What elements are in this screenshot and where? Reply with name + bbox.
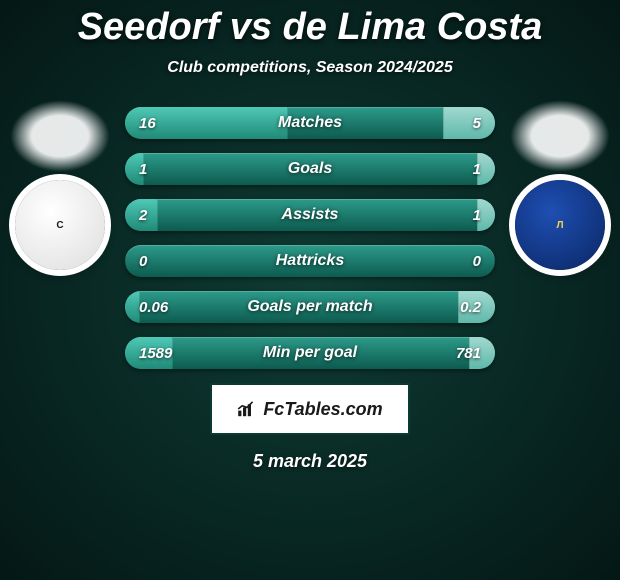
brand-chart-icon xyxy=(237,401,257,417)
stat-row: 1589Min per goal781 xyxy=(125,337,495,369)
brand-box: FcTables.com xyxy=(210,383,410,435)
brand-text: FcTables.com xyxy=(263,399,382,420)
stat-row: 0Hattricks0 xyxy=(125,245,495,277)
club-badge-left-initial: C xyxy=(56,220,63,231)
stat-label: Matches xyxy=(125,107,495,139)
stat-value-right: 781 xyxy=(456,337,481,369)
stat-row: 0.06Goals per match0.2 xyxy=(125,291,495,323)
stat-row: 2Assists1 xyxy=(125,199,495,231)
stat-value-right: 1 xyxy=(473,153,481,185)
stat-row: 16Matches5 xyxy=(125,107,495,139)
comparison-date: 5 march 2025 xyxy=(0,451,620,472)
stat-value-right: 1 xyxy=(473,199,481,231)
stat-label: Goals per match xyxy=(125,291,495,323)
stat-value-right: 0 xyxy=(473,245,481,277)
player-right-avatar-placeholder xyxy=(510,100,610,172)
page-title: Seedorf vs de Lima Costa xyxy=(0,0,620,49)
stats-list: 16Matches51Goals12Assists10Hattricks00.0… xyxy=(125,107,495,369)
stat-value-right: 5 xyxy=(473,107,481,139)
stat-label: Goals xyxy=(125,153,495,185)
subtitle: Club competitions, Season 2024/2025 xyxy=(0,59,620,77)
stat-value-right: 0.2 xyxy=(460,291,481,323)
stat-row: 1Goals1 xyxy=(125,153,495,185)
club-badge-right: Л xyxy=(515,180,605,270)
player-left-avatar-placeholder xyxy=(10,100,110,172)
club-badge-right-initial: Л xyxy=(556,220,563,231)
player-left-slot: C xyxy=(10,100,110,270)
club-badge-left: C xyxy=(15,180,105,270)
stat-label: Min per goal xyxy=(125,337,495,369)
stat-label: Assists xyxy=(125,199,495,231)
player-right-slot: Л xyxy=(510,100,610,270)
stat-label: Hattricks xyxy=(125,245,495,277)
comparison-card: Seedorf vs de Lima Costa Club competitio… xyxy=(0,0,620,580)
